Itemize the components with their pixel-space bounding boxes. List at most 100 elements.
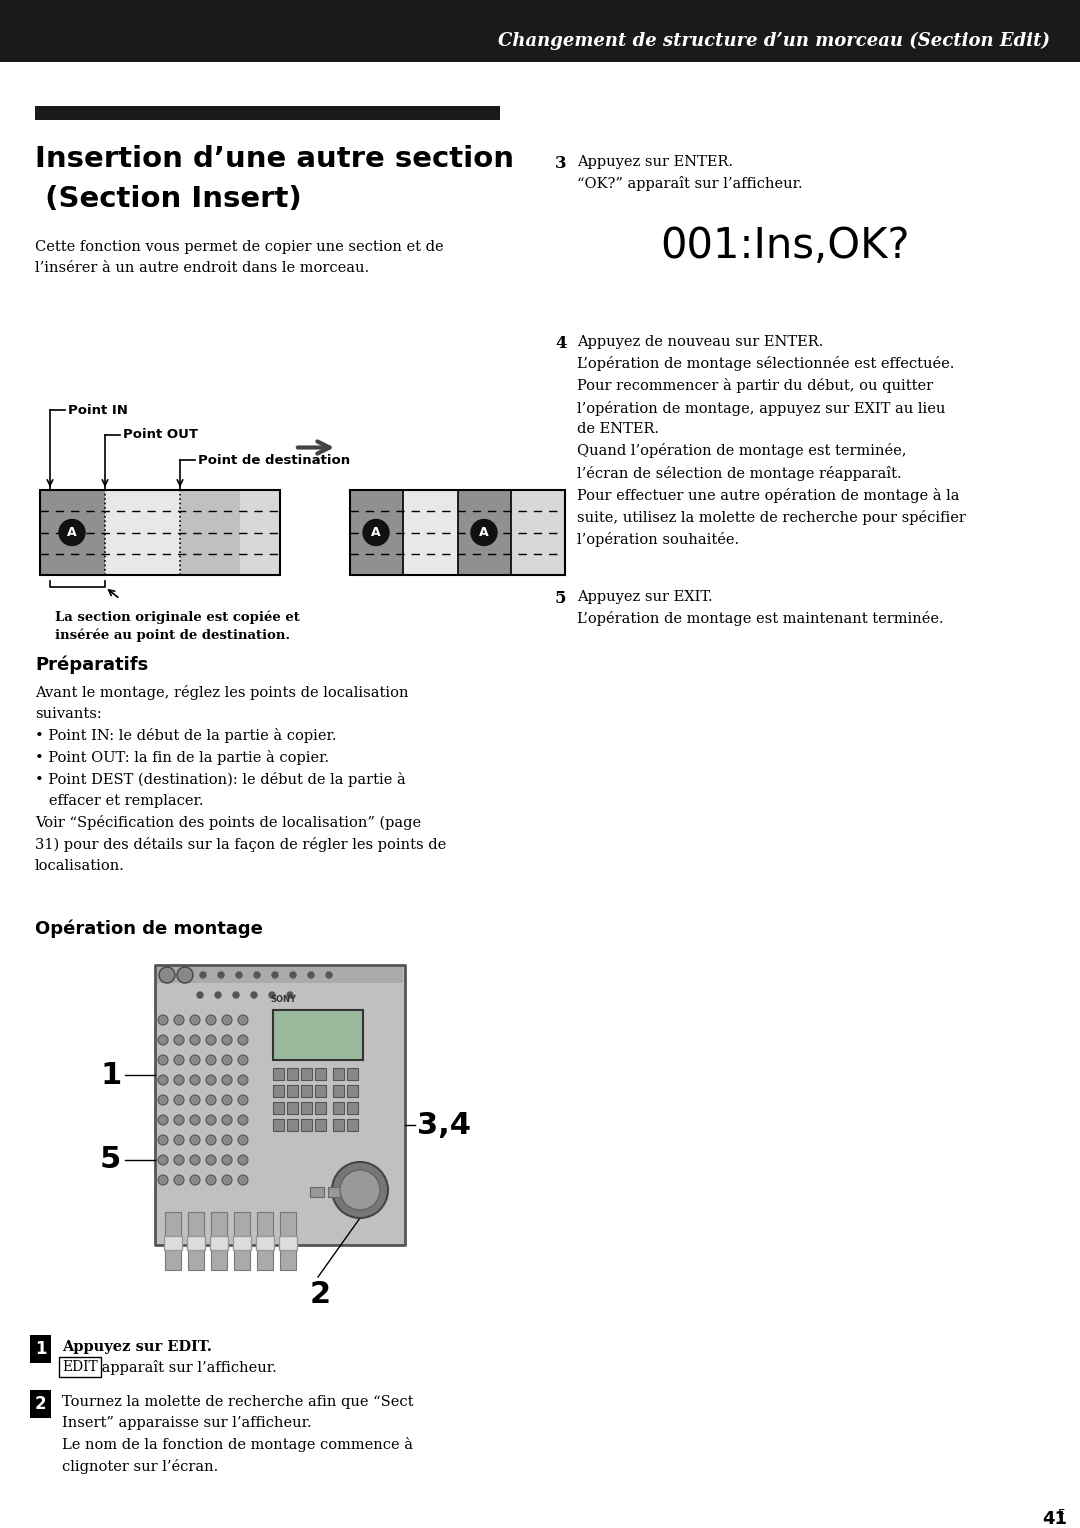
Circle shape (238, 1076, 248, 1085)
Circle shape (200, 972, 206, 978)
Bar (301, 1085, 312, 1097)
Circle shape (287, 992, 293, 998)
Circle shape (206, 1015, 216, 1025)
Bar (273, 1068, 284, 1080)
Text: 1: 1 (100, 1060, 121, 1089)
Text: SONY: SONY (270, 995, 296, 1004)
Circle shape (272, 972, 278, 978)
Circle shape (206, 1076, 216, 1085)
Circle shape (222, 1135, 232, 1144)
Bar (301, 1102, 312, 1114)
Circle shape (158, 1115, 168, 1125)
Bar (511, 490, 565, 575)
Text: Appuyez sur ENTER.
“OK?” apparaît sur l’afficheur.: Appuyez sur ENTER. “OK?” apparaît sur l’… (577, 154, 802, 191)
Bar (280, 1212, 296, 1270)
Circle shape (158, 1096, 168, 1105)
Bar (403, 490, 458, 575)
Circle shape (206, 1054, 216, 1065)
Circle shape (237, 972, 242, 978)
Bar (347, 1102, 357, 1114)
Text: Tournez la molette de recherche afin que “Sect
Insert” apparaisse sur l’afficheu: Tournez la molette de recherche afin que… (62, 1395, 414, 1475)
Circle shape (158, 1155, 168, 1164)
Circle shape (174, 1175, 184, 1186)
Bar (273, 1102, 284, 1114)
Circle shape (206, 1096, 216, 1105)
Circle shape (190, 1096, 200, 1105)
Bar (273, 1085, 284, 1097)
Circle shape (363, 520, 389, 545)
Text: Opération de montage: Opération de montage (35, 920, 262, 938)
Bar (301, 1118, 312, 1131)
Circle shape (190, 1015, 200, 1025)
Bar (287, 1102, 298, 1114)
Bar (35, 105, 500, 121)
Text: Point IN: Point IN (68, 403, 127, 417)
Circle shape (190, 1076, 200, 1085)
Bar (156, 966, 405, 1245)
Bar (333, 1102, 345, 1114)
Bar (310, 1187, 324, 1196)
Bar (164, 1236, 183, 1250)
Text: apparaît sur l’afficheur.: apparaît sur l’afficheur. (97, 1360, 276, 1375)
Text: 3,4: 3,4 (417, 1111, 471, 1140)
Bar (165, 1212, 181, 1270)
Bar (210, 1236, 228, 1250)
Bar (287, 1118, 298, 1131)
Bar (333, 1118, 345, 1131)
Circle shape (177, 967, 193, 983)
Circle shape (326, 972, 332, 978)
Bar (256, 1236, 274, 1250)
Circle shape (190, 1115, 200, 1125)
Circle shape (174, 1115, 184, 1125)
Bar (350, 490, 565, 575)
Bar (333, 1085, 345, 1097)
Circle shape (183, 972, 188, 978)
Circle shape (190, 1034, 200, 1045)
Bar (328, 1187, 342, 1196)
Bar (333, 1068, 345, 1080)
Text: (Section Insert): (Section Insert) (35, 185, 301, 212)
Text: 41: 41 (1042, 1510, 1067, 1528)
Bar (287, 1085, 298, 1097)
Circle shape (222, 1155, 232, 1164)
Bar (347, 1068, 357, 1080)
Circle shape (158, 1135, 168, 1144)
Circle shape (340, 1170, 380, 1210)
Circle shape (238, 1034, 248, 1045)
Text: 5: 5 (100, 1146, 121, 1175)
Circle shape (190, 1135, 200, 1144)
Circle shape (174, 1054, 184, 1065)
Circle shape (59, 520, 85, 545)
Text: Point de destination: Point de destination (198, 454, 350, 466)
Bar (188, 1212, 204, 1270)
Bar (240, 490, 280, 575)
Text: Appuyez sur EDIT.: Appuyez sur EDIT. (62, 1340, 212, 1354)
Circle shape (222, 1115, 232, 1125)
Text: 4: 4 (555, 335, 567, 351)
Text: 3: 3 (555, 154, 567, 173)
Circle shape (158, 1175, 168, 1186)
Circle shape (222, 1096, 232, 1105)
Circle shape (233, 992, 239, 998)
Text: 2: 2 (310, 1280, 332, 1309)
Circle shape (291, 972, 296, 978)
Circle shape (222, 1015, 232, 1025)
Circle shape (238, 1135, 248, 1144)
Circle shape (159, 967, 175, 983)
Circle shape (215, 992, 221, 998)
Circle shape (254, 972, 260, 978)
Bar (157, 967, 403, 983)
Bar (347, 1085, 357, 1097)
Circle shape (332, 1161, 388, 1218)
Text: 001:Ins,OK?: 001:Ins,OK? (660, 225, 909, 267)
Bar (40, 490, 105, 575)
Text: A: A (67, 526, 77, 539)
Bar (279, 1236, 297, 1250)
Circle shape (190, 1175, 200, 1186)
Circle shape (174, 1096, 184, 1105)
Text: 1: 1 (35, 1340, 46, 1358)
Circle shape (471, 520, 497, 545)
Circle shape (158, 1034, 168, 1045)
Circle shape (269, 992, 275, 998)
Circle shape (206, 1155, 216, 1164)
